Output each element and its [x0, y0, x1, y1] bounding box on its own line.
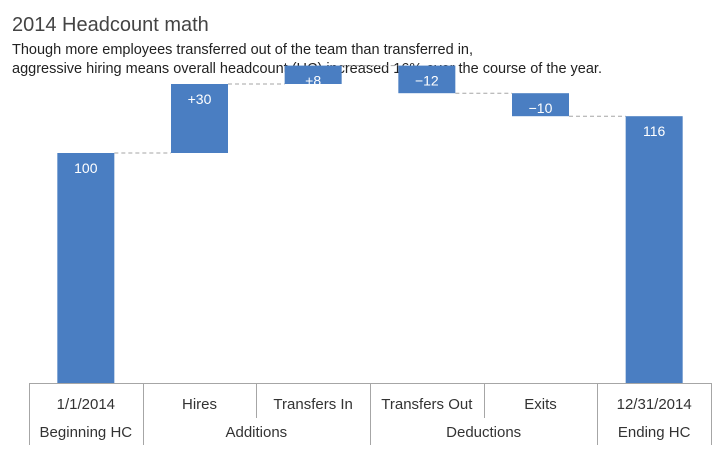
bar-2	[171, 84, 228, 153]
bar-value-label-2: +30	[188, 91, 212, 107]
bar-value-label-5: −10	[529, 100, 553, 116]
group-label-4: Ending HC	[618, 424, 691, 441]
connector-lines	[114, 65, 626, 154]
bar-3	[284, 65, 342, 84]
bar-value-label-6: 116	[643, 123, 666, 139]
group-label-2: Additions	[225, 424, 287, 441]
group-labels: Beginning HC Additions Deductions Ending HC	[40, 424, 691, 441]
category-label-1: 1/1/2014	[57, 396, 115, 413]
bar-value-label-3: +8	[305, 73, 321, 89]
bar-value-label-1: 100	[74, 160, 98, 176]
group-label-3: Deductions	[446, 424, 521, 441]
category-label-3: Transfers In	[273, 396, 352, 413]
group-label-1: Beginning HC	[40, 424, 133, 441]
bars	[57, 65, 683, 383]
category-label-4: Transfers Out	[381, 396, 473, 413]
category-label-6: 12/31/2014	[617, 396, 692, 413]
category-label-5: Exits	[524, 396, 557, 413]
category-axis	[29, 383, 712, 445]
bar-1	[57, 153, 115, 383]
bar-value-label-4: −12	[415, 73, 439, 89]
category-labels: 1/1/2014 Hires Transfers In Transfers Out Ex…	[57, 396, 692, 413]
chart-title: 2014 Headcount math	[12, 14, 209, 36]
bar-value-labels: 100 +30 +8 −12 −10 116	[74, 73, 665, 176]
bar-6	[625, 116, 683, 383]
category-label-2: Hires	[182, 396, 217, 413]
bar-4	[398, 65, 456, 94]
subtitle-line-1: Though more employees transferred out of…	[12, 42, 474, 58]
bar-5	[512, 93, 569, 117]
